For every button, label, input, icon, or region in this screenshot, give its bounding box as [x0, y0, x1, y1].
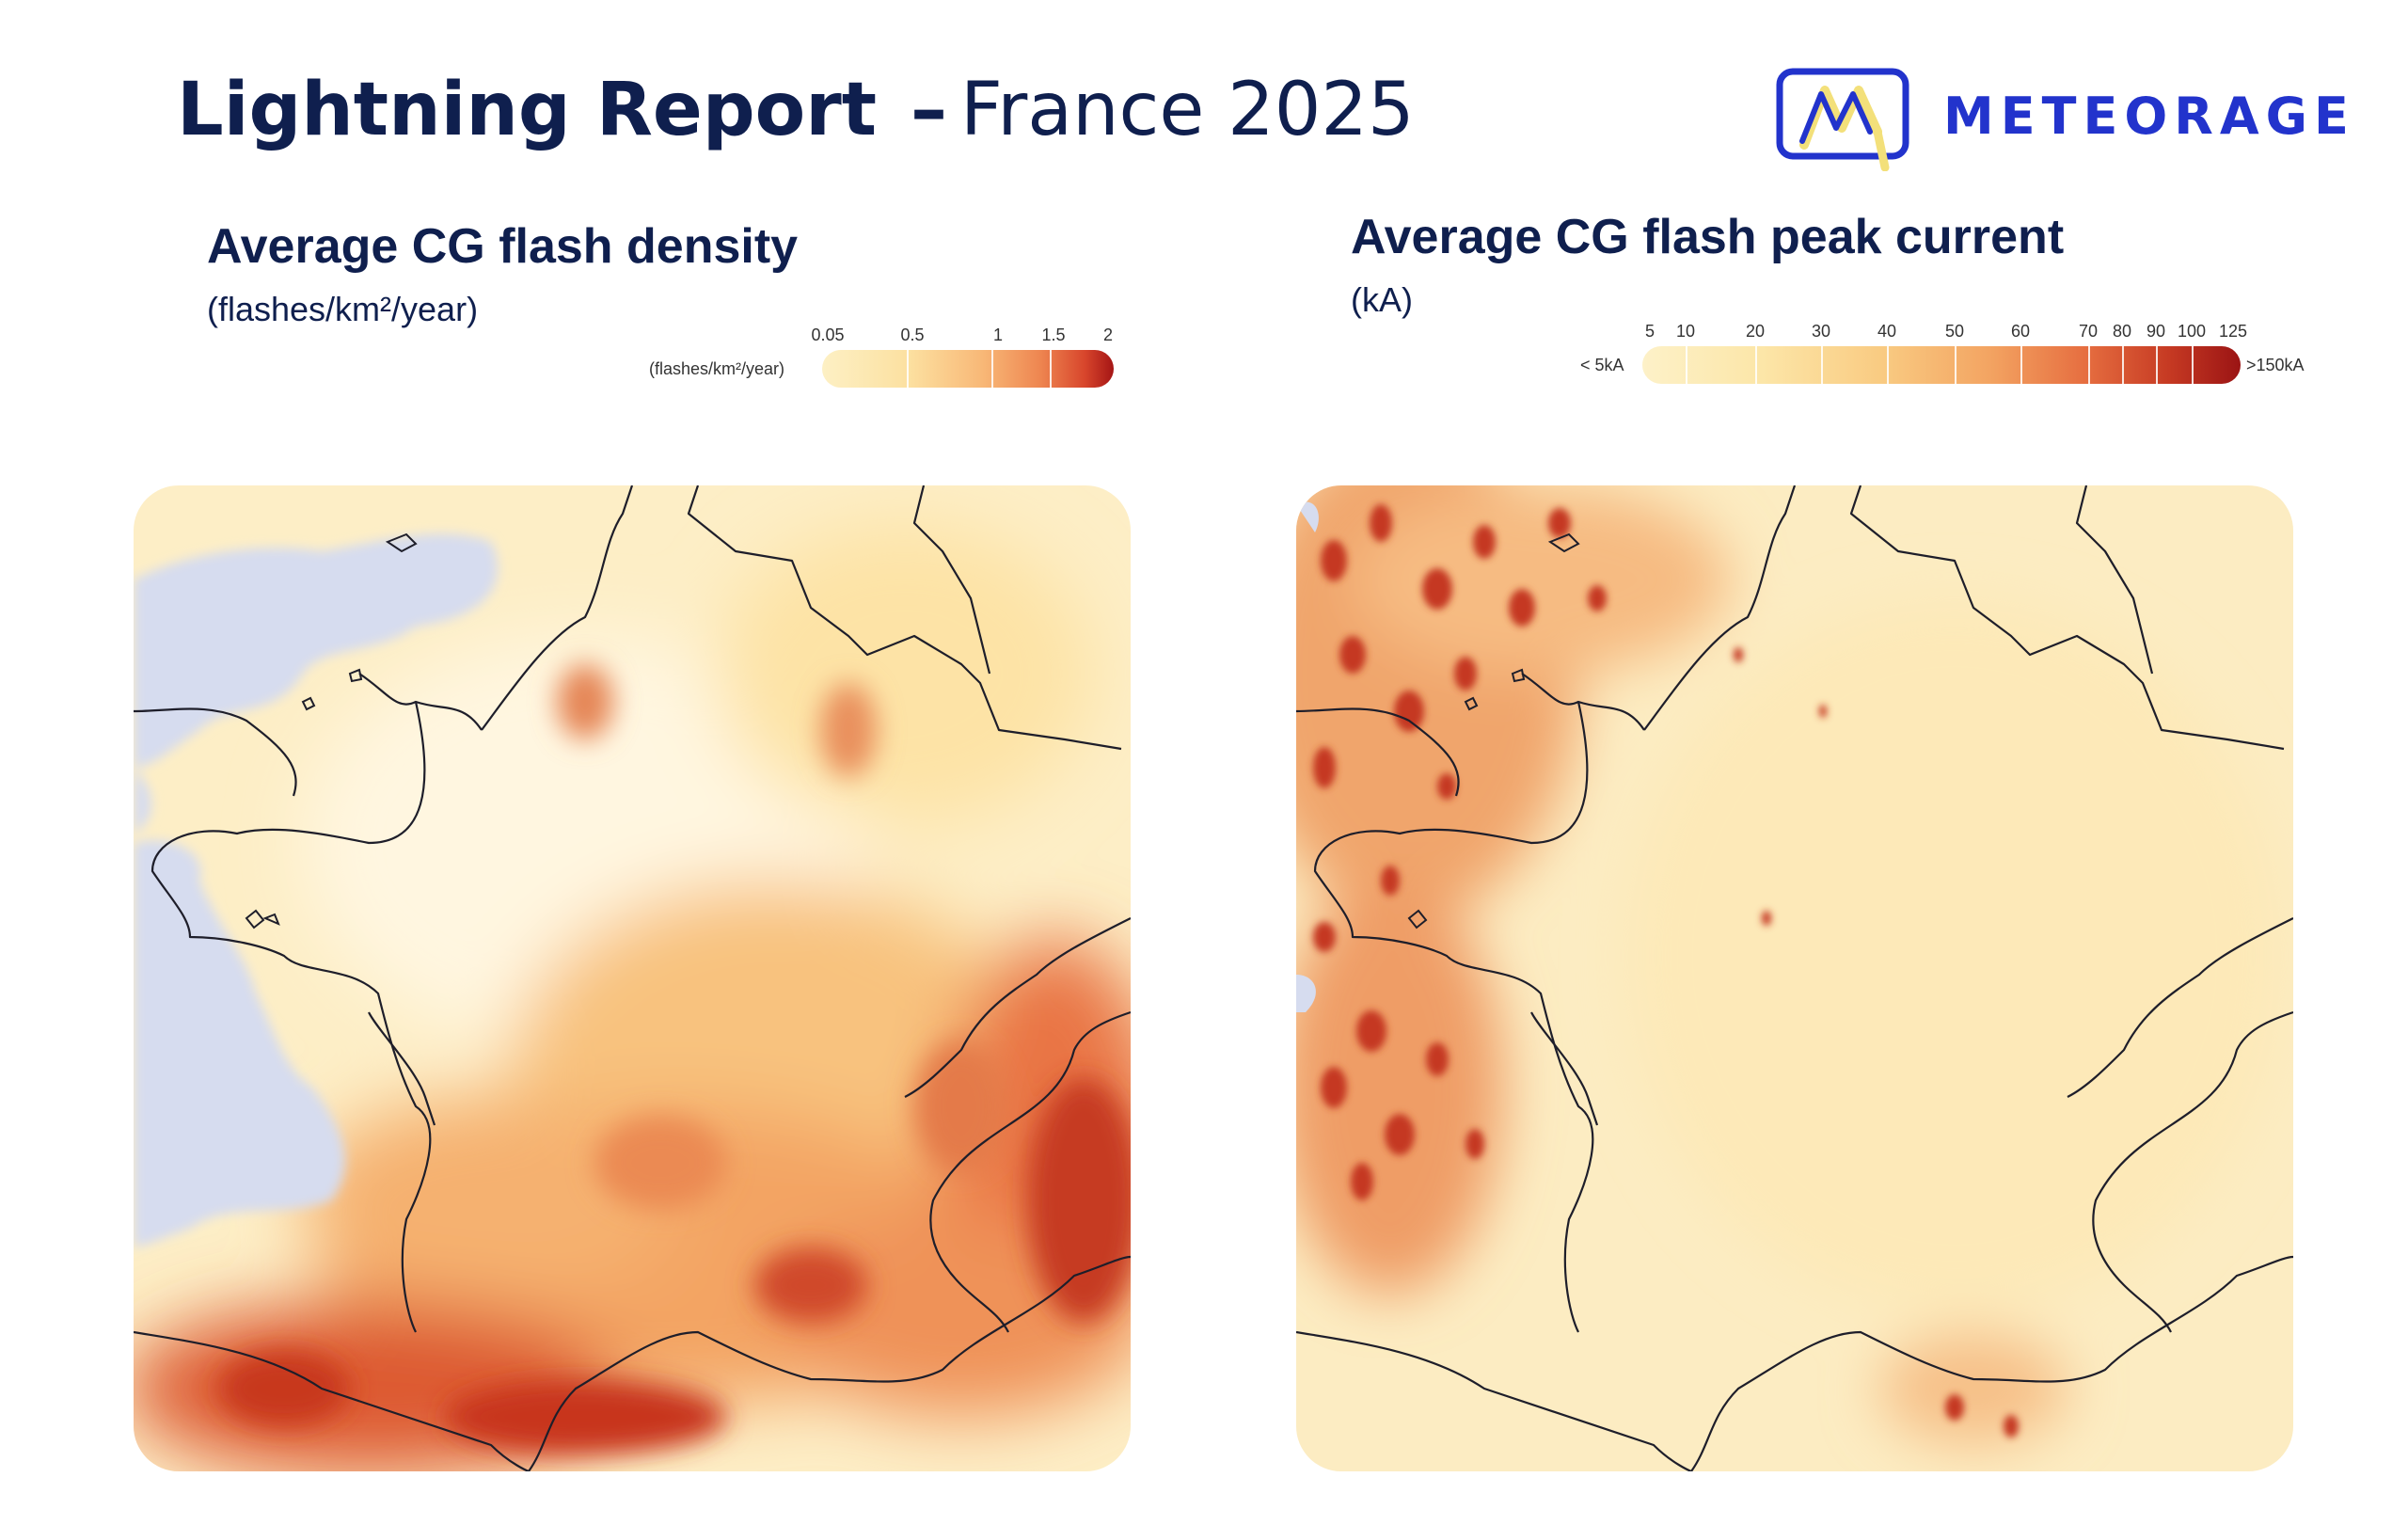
legend-tick: 100	[2177, 322, 2207, 341]
legend-tick: 60	[2010, 322, 2031, 341]
legend-tick: 0.05	[811, 326, 845, 344]
legend-tick: 70	[2078, 322, 2099, 341]
legend-tick: 30	[1811, 322, 1831, 341]
peak-current-color-bar	[1642, 346, 2241, 384]
legend-tick: 125	[2218, 322, 2248, 341]
page-title: Lightning Report – France 2025	[177, 73, 1415, 147]
lightning-peak-current-map-icon	[1296, 485, 2293, 1471]
peak-current-legend: 5 10 20 30 40 50 60 70 80 90 100 125 < 5…	[1580, 322, 2314, 397]
density-panel-title: Average CG flash density	[207, 219, 799, 274]
density-map	[134, 485, 1131, 1471]
legend-tick: 0.5	[900, 326, 925, 344]
legend-tick: 5	[1644, 322, 1656, 341]
legend-max-label: >150kA	[2246, 356, 2305, 374]
title-light: France 2025	[960, 68, 1415, 152]
peak-current-map	[1296, 485, 2293, 1471]
legend-tick: 20	[1745, 322, 1766, 341]
meteorage-logo-icon	[1776, 68, 1909, 171]
legend-unit-label: (flashes/km²/year)	[649, 359, 785, 378]
legend-min-label: < 5kA	[1580, 356, 1624, 374]
legend-tick: 10	[1675, 322, 1696, 341]
peak-current-panel-subtitle: (kA)	[1351, 280, 1413, 319]
density-panel-subtitle: (flashes/km²/year)	[207, 290, 479, 328]
legend-tick: 2	[1102, 326, 1114, 344]
legend-tick: 90	[2146, 322, 2166, 341]
lightning-density-map-icon	[134, 485, 1131, 1471]
density-legend: 0.05 0.5 1 1.5 2 (flashes/km²/year)	[649, 326, 1119, 401]
peak-current-panel-title: Average CG flash peak current	[1351, 210, 2065, 264]
density-color-bar	[822, 350, 1114, 388]
title-dash: –	[911, 68, 948, 152]
title-strong: Lightning Report	[177, 68, 878, 152]
legend-tick: 50	[1944, 322, 1965, 341]
logo-text: METEORAGE	[1943, 87, 2355, 146]
legend-tick: 1	[992, 326, 1004, 344]
legend-tick: 1.5	[1041, 326, 1066, 344]
legend-tick: 40	[1877, 322, 1897, 341]
legend-tick: 80	[2112, 322, 2132, 341]
